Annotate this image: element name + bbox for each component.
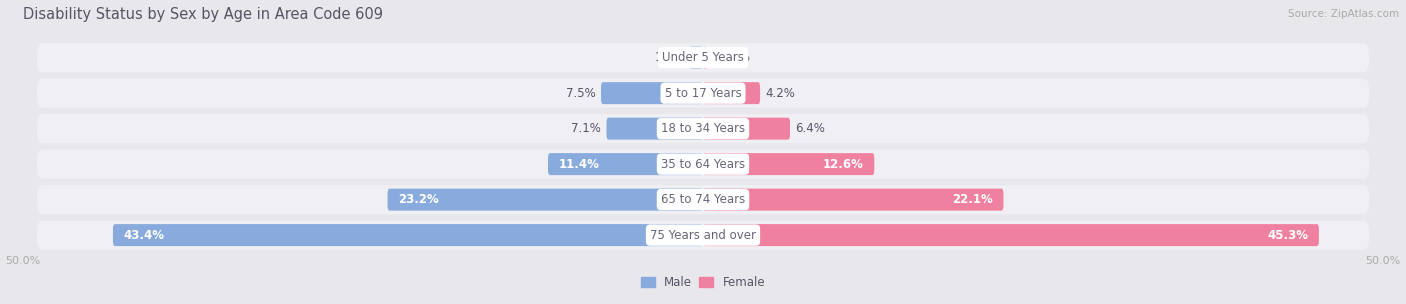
Text: 18 to 34 Years: 18 to 34 Years [661, 122, 745, 135]
FancyBboxPatch shape [703, 224, 1319, 246]
Text: 6.4%: 6.4% [796, 122, 825, 135]
FancyBboxPatch shape [548, 153, 703, 175]
Text: 23.2%: 23.2% [398, 193, 439, 206]
Text: 45.3%: 45.3% [1267, 229, 1308, 242]
Text: 75 Years and over: 75 Years and over [650, 229, 756, 242]
Text: 65 to 74 Years: 65 to 74 Years [661, 193, 745, 206]
Text: 5 to 17 Years: 5 to 17 Years [665, 87, 741, 100]
Text: Source: ZipAtlas.com: Source: ZipAtlas.com [1288, 9, 1399, 19]
Text: 4.2%: 4.2% [765, 87, 796, 100]
Text: 7.1%: 7.1% [571, 122, 600, 135]
Text: 12.6%: 12.6% [823, 158, 863, 171]
FancyBboxPatch shape [37, 185, 1369, 214]
Text: 7.5%: 7.5% [565, 87, 596, 100]
Text: Under 5 Years: Under 5 Years [662, 51, 744, 64]
Text: 11.4%: 11.4% [558, 158, 600, 171]
FancyBboxPatch shape [388, 188, 703, 211]
Text: 35 to 64 Years: 35 to 64 Years [661, 158, 745, 171]
FancyBboxPatch shape [703, 82, 761, 104]
FancyBboxPatch shape [689, 47, 703, 69]
Text: 1.0%: 1.0% [654, 51, 683, 64]
FancyBboxPatch shape [112, 224, 703, 246]
FancyBboxPatch shape [703, 118, 790, 140]
FancyBboxPatch shape [37, 43, 1369, 72]
FancyBboxPatch shape [37, 79, 1369, 108]
Text: 22.1%: 22.1% [952, 193, 993, 206]
FancyBboxPatch shape [606, 118, 703, 140]
Text: 0.33%: 0.33% [713, 51, 749, 64]
FancyBboxPatch shape [37, 114, 1369, 143]
FancyBboxPatch shape [37, 221, 1369, 250]
FancyBboxPatch shape [703, 153, 875, 175]
FancyBboxPatch shape [37, 150, 1369, 179]
Text: Disability Status by Sex by Age in Area Code 609: Disability Status by Sex by Age in Area … [22, 7, 384, 22]
FancyBboxPatch shape [703, 47, 707, 69]
FancyBboxPatch shape [703, 188, 1004, 211]
Legend: Male, Female: Male, Female [636, 271, 770, 294]
FancyBboxPatch shape [600, 82, 703, 104]
Text: 43.4%: 43.4% [124, 229, 165, 242]
